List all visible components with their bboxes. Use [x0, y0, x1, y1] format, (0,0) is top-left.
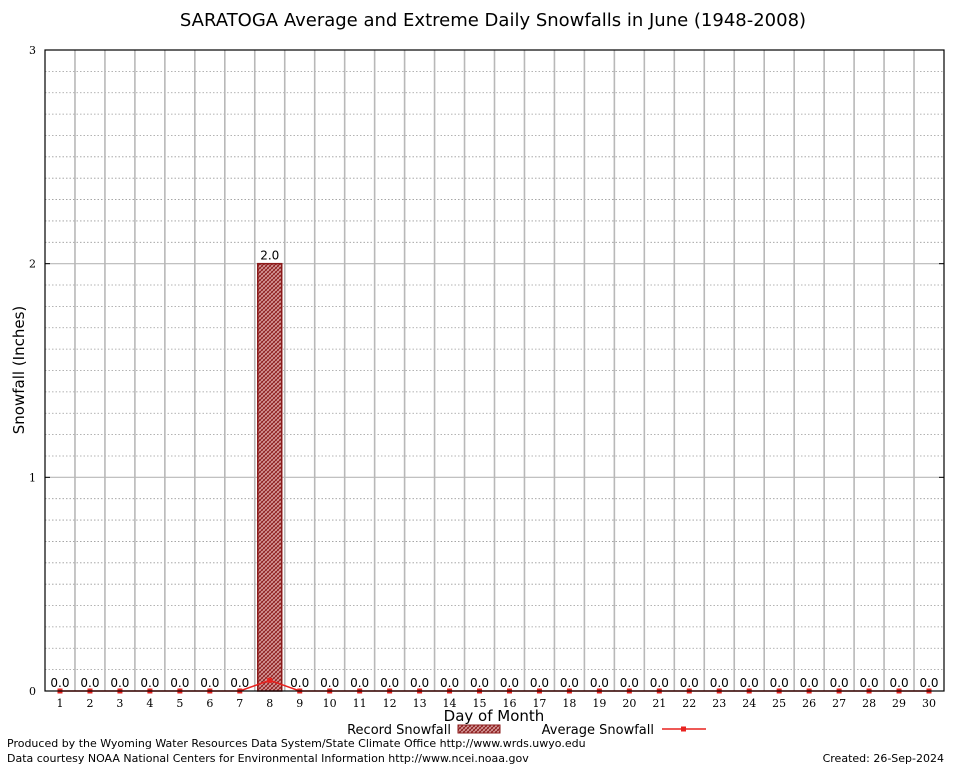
bar-value-label: 0.0 [620, 676, 639, 690]
bar-value-label: 0.0 [530, 676, 549, 690]
bar-value-label: 0.0 [140, 676, 159, 690]
bar-value-label: 2.0 [260, 249, 279, 263]
x-tick-label: 12 [383, 697, 397, 710]
x-tick-label: 5 [176, 697, 183, 710]
x-tick-label: 1 [56, 697, 63, 710]
bar-value-label: 0.0 [200, 676, 219, 690]
bar-value-label: 0.0 [650, 676, 669, 690]
bar-value-label: 0.0 [50, 676, 69, 690]
x-tick-label: 28 [862, 697, 876, 710]
y-tick-label: 1 [29, 471, 36, 484]
bar-value-label: 0.0 [230, 676, 249, 690]
footer-produced-by: Produced by the Wyoming Water Resources … [7, 737, 586, 750]
bar-value-label: 0.0 [80, 676, 99, 690]
x-axis-label: Day of Month [444, 707, 545, 725]
bar-value-label: 0.0 [290, 676, 309, 690]
x-tick-label: 22 [682, 697, 696, 710]
bar-value-label: 0.0 [470, 676, 489, 690]
plot-frame [44, 49, 945, 692]
bar-value-label: 0.0 [860, 676, 879, 690]
x-tick-label: 21 [652, 697, 666, 710]
legend-marker-average [681, 726, 686, 732]
bar-value-label: 0.0 [800, 676, 819, 690]
x-tick-label: 24 [742, 697, 756, 710]
bar-value-label: 0.0 [710, 676, 729, 690]
bar-value-label: 0.0 [830, 676, 849, 690]
x-tick-label: 18 [562, 697, 576, 710]
x-tick-label: 6 [206, 697, 213, 710]
bar-value-label: 0.0 [740, 676, 759, 690]
x-tick-label: 27 [832, 697, 846, 710]
x-tick-label: 11 [353, 697, 367, 710]
bar-value-label: 0.0 [890, 676, 909, 690]
x-tick-label: 17 [532, 697, 546, 710]
x-tick-label: 4 [146, 697, 153, 710]
x-tick-label: 26 [802, 697, 816, 710]
bar-value-label: 0.0 [350, 676, 369, 690]
x-tick-label: 8 [266, 697, 273, 710]
bar-value-label: 0.0 [440, 676, 459, 690]
chart-title: SARATOGA Average and Extreme Daily Snowf… [180, 10, 806, 31]
x-tick-label: 25 [772, 697, 786, 710]
bar-value-label: 0.0 [590, 676, 609, 690]
y-tick-label: 3 [29, 44, 36, 57]
x-tick-label: 13 [413, 697, 427, 710]
bar-value-label: 0.0 [770, 676, 789, 690]
footer-created: Created: 26-Sep-2024 [822, 752, 944, 765]
footer-data-courtesy: Data courtesy NOAA National Centers for … [7, 752, 529, 765]
y-tick-label: 0 [29, 685, 36, 698]
bar-value-label: 0.0 [110, 676, 129, 690]
x-tick-label: 29 [892, 697, 906, 710]
x-tick-label: 9 [296, 697, 303, 710]
legend-label-average: Average Snowfall [542, 723, 654, 738]
x-tick-label: 7 [236, 697, 243, 710]
bar-value-label: 0.0 [919, 676, 938, 690]
bar-value-label: 0.0 [500, 676, 519, 690]
x-tick-label: 19 [592, 697, 606, 710]
y-axis-label: Snowfall (Inches) [10, 306, 28, 434]
x-tick-label: 30 [922, 697, 936, 710]
x-tick-label: 10 [323, 697, 337, 710]
x-tick-label: 15 [473, 697, 487, 710]
x-tick-label: 14 [443, 697, 457, 710]
bar-value-label: 0.0 [320, 676, 339, 690]
x-tick-label: 16 [502, 697, 516, 710]
bar-value-label: 0.0 [410, 676, 429, 690]
legend-label-record: Record Snowfall [347, 723, 451, 738]
y-tick-label: 2 [29, 258, 36, 271]
legend-swatch-record [457, 724, 501, 734]
record-bar [257, 262, 283, 692]
x-tick-label: 2 [86, 697, 93, 710]
bar-value-label: 0.0 [560, 676, 579, 690]
average-point [267, 677, 273, 683]
x-tick-label: 3 [116, 697, 123, 710]
x-tick-label: 23 [712, 697, 726, 710]
x-tick-label: 20 [622, 697, 636, 710]
bar-value-label: 0.0 [380, 676, 399, 690]
bar-value-label: 0.0 [680, 676, 699, 690]
bar-value-label: 0.0 [170, 676, 189, 690]
